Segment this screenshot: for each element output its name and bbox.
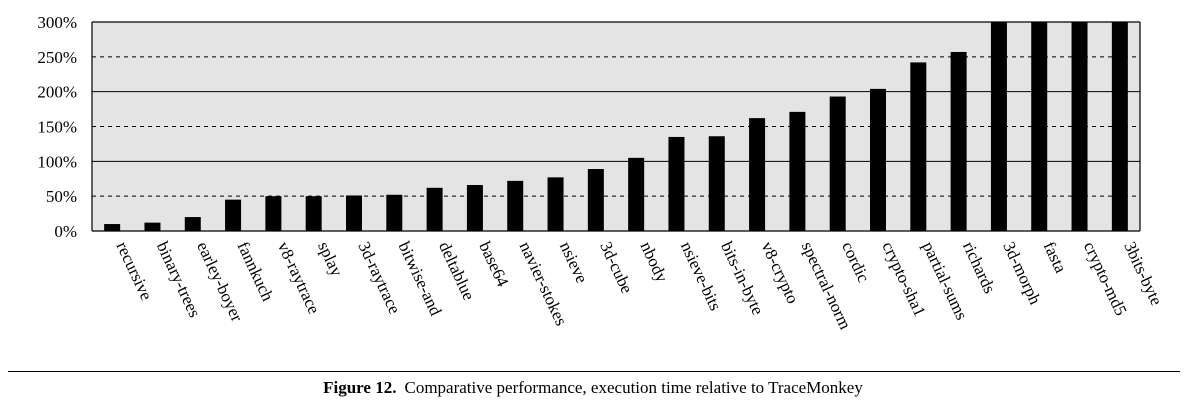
bar <box>1071 22 1088 231</box>
bar <box>426 187 443 231</box>
bar <box>305 196 322 231</box>
bar <box>346 195 362 231</box>
bar <box>466 185 483 231</box>
bar <box>547 177 564 231</box>
bar <box>628 157 645 231</box>
bar <box>749 118 766 231</box>
bar <box>184 217 201 231</box>
bar <box>870 88 886 231</box>
bar <box>386 194 403 231</box>
x-tick-label: nsieve <box>556 239 592 286</box>
x-tick-label: nsieve-bits <box>677 239 725 314</box>
x-tick-label: richards <box>959 239 999 297</box>
figure-label: Figure 12. <box>323 378 397 397</box>
x-tick-label: v8-crypto <box>757 239 802 307</box>
bar <box>1031 22 1048 231</box>
x-tick-label: fannkuch <box>233 239 277 305</box>
caption-divider <box>8 371 1180 372</box>
bar <box>265 196 282 231</box>
bar <box>789 111 806 231</box>
figure-caption-text: Comparative performance, execution time … <box>404 378 863 397</box>
bar <box>104 224 121 231</box>
y-tick-label: 100% <box>37 152 77 171</box>
x-tick-label: cordic <box>838 239 873 286</box>
x-tick-label: 3d-morph <box>999 239 1045 308</box>
figure-caption: Figure 12. Comparative performance, execu… <box>0 378 1186 398</box>
bar <box>829 96 846 231</box>
bar <box>587 168 604 231</box>
bar <box>950 51 967 231</box>
x-tick-label: splay <box>314 239 347 280</box>
bar <box>990 22 1007 231</box>
x-tick-label: 3d-cube <box>596 239 636 297</box>
bar <box>668 136 685 231</box>
x-tick-label: deltablue <box>435 239 479 304</box>
y-tick-label: 150% <box>37 118 77 137</box>
x-tick-label: recursive <box>113 239 157 304</box>
bar <box>910 62 927 232</box>
bar-chart: 0%50%100%150%200%250%300%recursivebinary… <box>37 13 1166 332</box>
bar <box>708 136 725 231</box>
y-tick-label: 0% <box>54 222 77 241</box>
y-tick-label: 300% <box>37 13 77 32</box>
bar <box>144 222 161 231</box>
y-tick-label: 50% <box>46 187 77 206</box>
plot-area: 0%50%100%150%200%250%300%recursivebinary… <box>37 13 1166 332</box>
x-tick-label: base64 <box>475 239 512 290</box>
bar <box>1111 22 1128 231</box>
bar <box>225 199 242 231</box>
bar <box>507 180 524 231</box>
y-tick-label: 200% <box>37 83 77 102</box>
y-tick-label: 250% <box>37 48 77 67</box>
x-tick-label: nbody <box>637 239 672 286</box>
x-tick-label: 3bits-byte <box>1120 239 1166 309</box>
x-tick-label: fasta <box>1040 239 1071 277</box>
